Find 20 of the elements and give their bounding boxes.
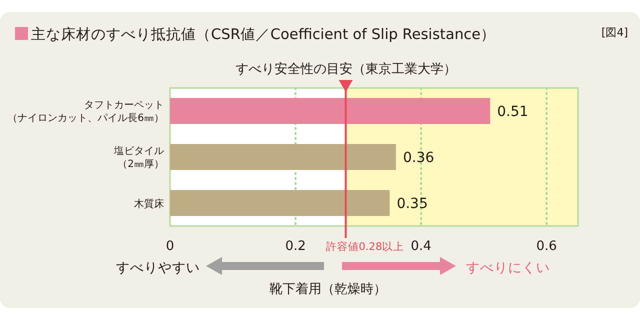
- x-tick-label: 0.6: [536, 239, 557, 254]
- x-tick-label: 0.4: [410, 239, 432, 254]
- data-label: 0.36: [402, 150, 434, 166]
- bar: [170, 190, 390, 216]
- ref-line-label: 許容値0.28以上: [326, 240, 404, 253]
- x-tick-label: 0.2: [285, 239, 306, 254]
- text: すべりにくい: [466, 260, 550, 276]
- data-label: 0.51: [497, 104, 528, 120]
- text: [図4]: [601, 26, 628, 39]
- y-tick-label: 塩ビタイル（2㎜厚）: [113, 145, 164, 170]
- bar: [170, 98, 490, 124]
- text: すべりやすい: [116, 260, 200, 276]
- chart-title: 主な床材のすべり抵抗値（CSR値／Coefficient of Slip Resistance）: [31, 26, 496, 43]
- y-tick-label: タフトカーペット（ナイロンカット、パイル長6㎜）: [8, 100, 164, 124]
- data-label: 0.35: [396, 196, 428, 212]
- bar: [170, 144, 396, 170]
- text: すべり安全性の目安（東京工業大学）: [235, 61, 456, 77]
- x-axis-title: 靴下着用（乾燥時）: [270, 281, 386, 297]
- y-tick-label: 木質床: [134, 198, 164, 210]
- x-tick-label: 0: [166, 239, 174, 254]
